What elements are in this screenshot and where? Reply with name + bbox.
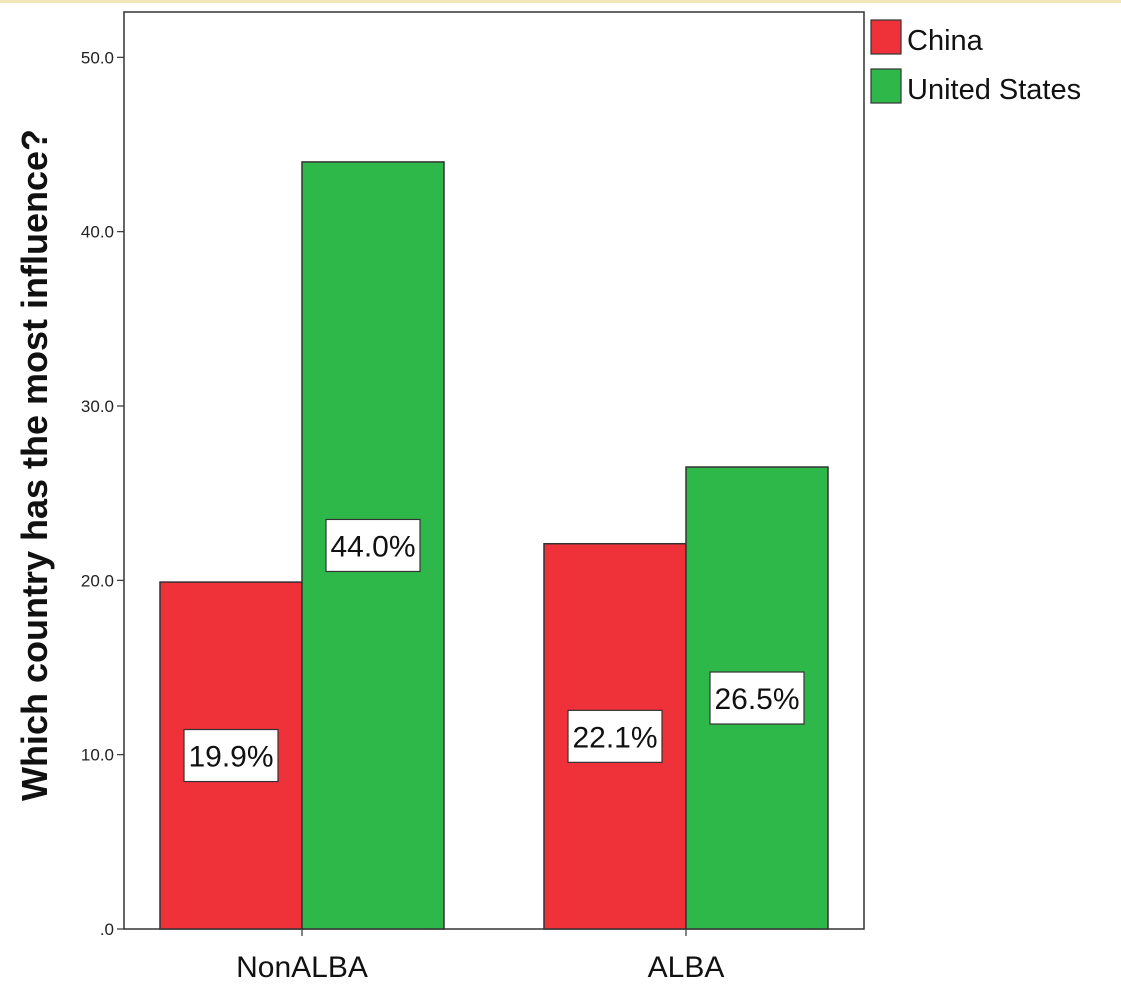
- legend: China United States: [870, 19, 1081, 106]
- top-border-strip: [0, 0, 1121, 3]
- data-label-box: [567, 709, 663, 763]
- legend-entry-label: China: [907, 25, 984, 57]
- y-tick-label: 10.0: [81, 746, 114, 765]
- data-label: 44.0%: [330, 530, 415, 563]
- y-tick-label: 50.0: [81, 48, 114, 67]
- data-label-box: [709, 671, 805, 725]
- y-axis-title-group: Which country has the most influence?: [14, 129, 55, 801]
- legend-swatch: [870, 68, 902, 104]
- y-tick-label: 40.0: [81, 223, 114, 242]
- x-category-label: ALBA: [648, 951, 725, 984]
- data-label: 19.9%: [188, 741, 273, 774]
- x-category-label: NonALBA: [236, 951, 368, 984]
- y-axis-title: Which country has the most influence?: [14, 129, 55, 801]
- data-label-box: [325, 518, 421, 573]
- legend-entry-label: United States: [907, 74, 1081, 106]
- y-tick-label: .0: [100, 920, 114, 939]
- data-labels-group: 19.9% 44.0% 22.1% 26.5%: [183, 518, 805, 783]
- data-label-box: [183, 728, 279, 783]
- y-tick-label: 20.0: [81, 571, 114, 590]
- y-tick-label: 30.0: [81, 397, 114, 416]
- data-label: 26.5%: [714, 683, 799, 716]
- data-label: 22.1%: [572, 721, 657, 754]
- legend-swatch: [870, 19, 902, 55]
